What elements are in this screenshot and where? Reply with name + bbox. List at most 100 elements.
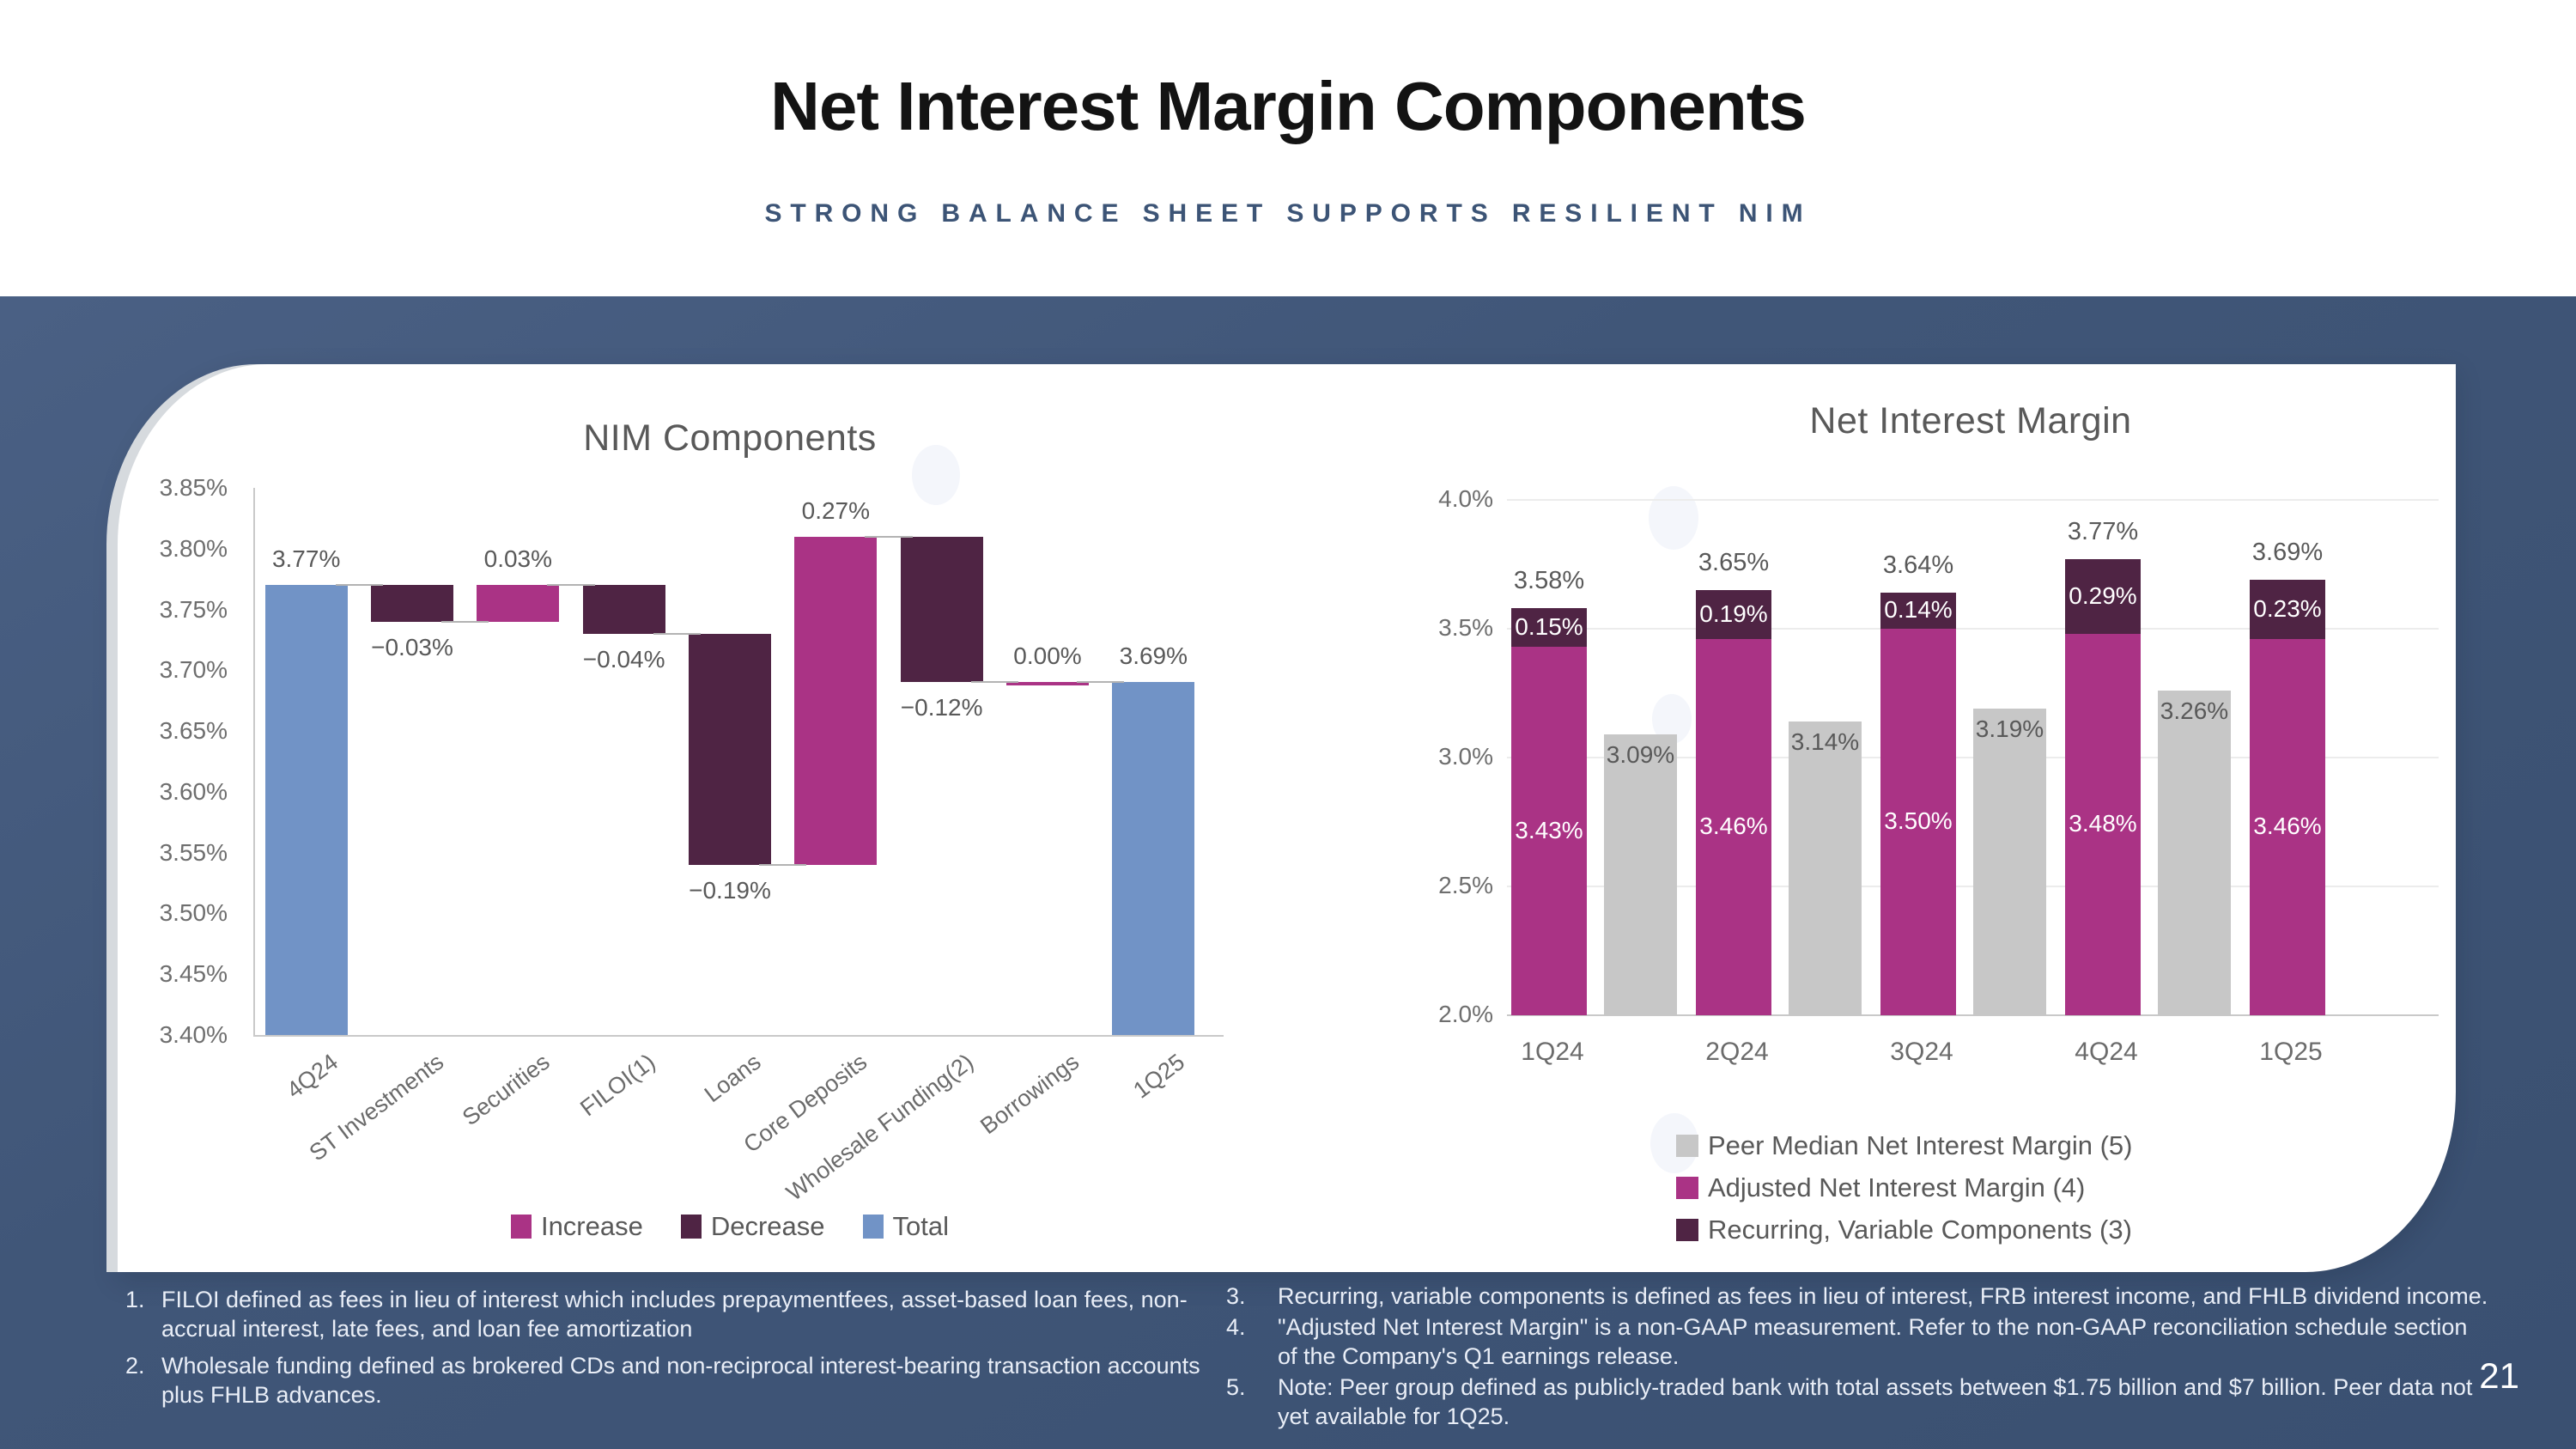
footnote: 1. FILOI defined as fees in lieu of inte… (125, 1285, 1224, 1343)
waterfall-legend: Increase Decrease Total (253, 1211, 1206, 1242)
peer-median-swatch-icon (1676, 1135, 1698, 1157)
peer-median-value-label: 3.19% (1975, 715, 2044, 742)
recurring-components-value-label: 0.23% (2253, 594, 2322, 622)
y-tick-label: 4.0% (1438, 485, 1493, 512)
total-nim-label: 3.65% (1698, 549, 1770, 576)
footnote-text: Wholesale funding defined as brokered CD… (161, 1353, 1200, 1409)
waterfall-connector (547, 584, 595, 587)
legend-label: Peer Median Net Interest Margin (5) (1708, 1130, 2133, 1160)
footnote-text: FILOI defined as fees in lieu of interes… (161, 1287, 1188, 1342)
waterfall-connector (1077, 681, 1125, 684)
total-nim-label: 3.77% (2067, 518, 2139, 545)
x-category-label: 2Q24 (1705, 1038, 1769, 1066)
recurring-components-value-label: 0.19% (1699, 600, 1768, 627)
total-nim-label: 3.69% (2251, 539, 2324, 566)
adjusted-nim-value-label: 3.46% (2253, 813, 2322, 839)
gridline (1507, 757, 2439, 758)
waterfall-bar-Borrowings (1006, 682, 1089, 686)
peer-median-value-label: 3.26% (2160, 697, 2229, 724)
adjusted-nim-bar-1Q24 (1511, 647, 1587, 1015)
adjusted-nim-bar-1Q25 (2250, 639, 2325, 1015)
footnote: 3. Recurring, variable components is def… (1226, 1282, 2493, 1311)
legend-item-decrease: Decrease (680, 1211, 825, 1242)
adjusted-nim-bar-4Q24 (2065, 634, 2141, 1015)
waterfall-connector (441, 620, 489, 623)
waterfall-value-label: −0.19% (689, 876, 771, 904)
legend-item-peer-median: Peer Median Net Interest Margin (5) (1676, 1130, 2133, 1161)
waterfall-value-label: 0.00% (1013, 642, 1082, 670)
y-tick-label: 3.75% (159, 595, 228, 623)
footnotes-right: 3. Recurring, variable components is def… (1226, 1282, 2493, 1433)
adjusted-nim-value-label: 3.43% (1515, 816, 1583, 843)
recurring-components-bar-1Q25 (2250, 580, 2325, 639)
footnote: 2. Wholesale funding defined as brokered… (125, 1351, 1224, 1409)
y-tick-label: 3.5% (1438, 614, 1493, 641)
x-category-label: 3Q24 (1890, 1038, 1953, 1066)
waterfall-value-label: 0.27% (801, 496, 871, 524)
waterfall-value-label: 3.69% (1119, 642, 1188, 670)
waterfall-bar-Loans (689, 633, 771, 865)
total-nim-label: 3.58% (1513, 567, 1585, 594)
legend-label: Total (892, 1211, 950, 1241)
waterfall-connector (653, 632, 701, 635)
nim-legend: Peer Median Net Interest Margin (5) Adju… (1676, 1130, 2133, 1245)
x-category-label: 4Q24 (2075, 1038, 2138, 1066)
x-axis-line (253, 1035, 1224, 1037)
y-tick-label: 3.85% (159, 474, 228, 501)
footnote-text: Recurring, variable components is define… (1278, 1283, 2488, 1309)
gridline (1507, 628, 2439, 630)
recurring-components-bar-4Q24 (2065, 559, 2141, 634)
y-tick-label: 2.0% (1438, 1001, 1493, 1027)
waterfall-bar-4Q24 (264, 585, 348, 1035)
waterfall-value-label: −0.12% (900, 694, 983, 721)
x-category-label: 1Q24 (1521, 1038, 1584, 1066)
recurring-components-swatch-icon (1676, 1219, 1698, 1241)
y-axis-line (253, 488, 255, 1035)
waterfall-connector (865, 535, 913, 538)
adjusted-nim-bar-3Q24 (1880, 629, 1956, 1015)
y-tick-label: 3.40% (159, 1021, 228, 1048)
waterfall-connector (335, 584, 383, 587)
waterfall-bar-Securities (477, 585, 560, 622)
page-title: Net Interest Margin Components (770, 68, 1807, 144)
recurring-components-value-label: 0.15% (1515, 612, 1583, 640)
y-tick-label: 3.0% (1438, 743, 1493, 770)
legend-label: Decrease (710, 1211, 825, 1241)
peer-median-bar-1Q24 (1604, 734, 1677, 1015)
peer-median-value-label: 3.14% (1790, 728, 1860, 755)
waterfall-bar-FILOI-1- (582, 585, 665, 634)
gridline (1507, 1014, 2439, 1016)
decrease-swatch-icon (680, 1215, 702, 1239)
legend-item-recurring-components: Recurring, Variable Components (3) (1676, 1215, 2133, 1245)
waterfall-connector (759, 863, 807, 866)
y-tick-label: 3.70% (159, 656, 228, 684)
adjusted-nim-swatch-icon (1676, 1177, 1698, 1199)
footnote: 4. "Adjusted Net Interest Margin" is a n… (1226, 1312, 2493, 1371)
y-tick-label: 3.45% (159, 960, 228, 988)
adjusted-nim-value-label: 3.48% (2069, 810, 2137, 837)
gridline (1507, 499, 2439, 501)
legend-item-increase: Increase (510, 1211, 643, 1242)
y-tick-label: 3.50% (159, 899, 228, 927)
decorative-dot (1649, 486, 1698, 550)
legend-item-total: Total (862, 1211, 950, 1242)
recurring-components-bar-2Q24 (1696, 590, 1771, 639)
page-subtitle: STRONG BALANCE SHEET SUPPORTS RESILIENT … (764, 199, 1812, 228)
waterfall-bar-ST-Investments (371, 585, 453, 622)
legend-item-adjusted-nim: Adjusted Net Interest Margin (4) (1676, 1172, 2133, 1203)
total-swatch-icon (862, 1215, 884, 1239)
peer-median-bar-3Q24 (1973, 709, 2046, 1015)
waterfall-bar-Core-Deposits (794, 536, 878, 865)
decorative-dot (912, 445, 960, 505)
adjusted-nim-value-label: 3.50% (1884, 807, 1953, 834)
waterfall-value-label: −0.04% (582, 645, 665, 673)
peer-median-value-label: 3.09% (1606, 741, 1675, 768)
waterfall-value-label: 3.77% (271, 545, 341, 573)
legend-label: Adjusted Net Interest Margin (4) (1708, 1172, 2086, 1202)
recurring-components-value-label: 0.14% (1884, 596, 1953, 623)
adjusted-nim-value-label: 3.46% (1699, 813, 1768, 839)
footnotes-left: 1. FILOI defined as fees in lieu of inte… (125, 1285, 1224, 1417)
peer-median-bar-4Q24 (2158, 691, 2231, 1015)
footnote-text: Note: Peer group defined as publicly-tra… (1278, 1374, 2473, 1430)
